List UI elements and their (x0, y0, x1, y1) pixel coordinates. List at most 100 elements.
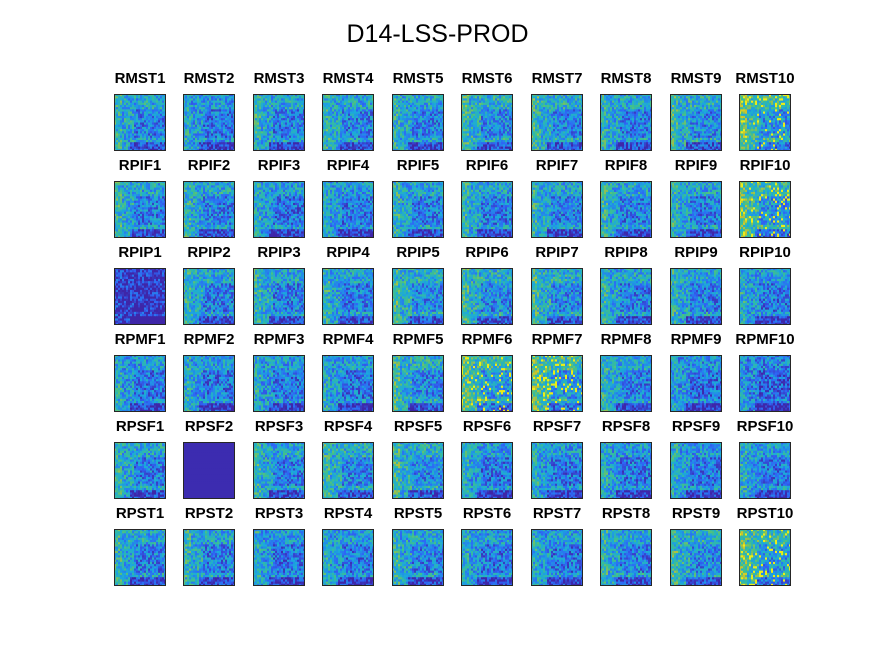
heatmap-panel (322, 268, 374, 325)
panel-title: RPST6 (447, 505, 527, 522)
panel-frame (739, 442, 791, 499)
panel-title: RPIF8 (586, 157, 666, 174)
panel-title: RMST6 (447, 70, 527, 87)
panel-frame (114, 355, 166, 412)
panel-frame (322, 442, 374, 499)
heatmap-panel (739, 529, 791, 586)
panel-frame (183, 442, 235, 499)
panel-frame (531, 268, 583, 325)
heatmap-panel (183, 94, 235, 151)
panel-title: RPIP3 (239, 244, 319, 261)
panel-title: RPIP1 (100, 244, 180, 261)
panel-frame (253, 94, 305, 151)
panel-title: RPIP8 (586, 244, 666, 261)
panel-frame (392, 94, 444, 151)
heatmap-panel (183, 442, 235, 499)
panel-title: RPSF5 (378, 418, 458, 435)
heatmap-panel (531, 355, 583, 412)
panel-frame (670, 181, 722, 238)
panel-title: RPST7 (517, 505, 597, 522)
panel-frame (739, 181, 791, 238)
heatmap-panel (183, 529, 235, 586)
heatmap-panel (739, 268, 791, 325)
panel-title: RPIF6 (447, 157, 527, 174)
panel-frame (322, 529, 374, 586)
heatmap-panel (392, 355, 444, 412)
panel-title: RPIF10 (725, 157, 805, 174)
panel-title: RPSF8 (586, 418, 666, 435)
heatmap-panel (461, 94, 513, 151)
heatmap-panel (739, 181, 791, 238)
panel-frame (253, 442, 305, 499)
heatmap-panel (183, 268, 235, 325)
panel-frame (461, 268, 513, 325)
heatmap-panel (114, 94, 166, 151)
panel-title: RPIF5 (378, 157, 458, 174)
panel-title: RPSF4 (308, 418, 388, 435)
panel-frame (253, 529, 305, 586)
panel-title: RMST3 (239, 70, 319, 87)
panel-title: RMST1 (100, 70, 180, 87)
panel-frame (392, 268, 444, 325)
panel-frame (183, 181, 235, 238)
panel-frame (392, 181, 444, 238)
panel-title: RPIF4 (308, 157, 388, 174)
panel-frame (253, 355, 305, 412)
panel-frame (461, 355, 513, 412)
panel-frame (183, 268, 235, 325)
panel-title: RPIP9 (656, 244, 736, 261)
panel-title: RPSF2 (169, 418, 249, 435)
panel-frame (531, 529, 583, 586)
panel-frame (670, 529, 722, 586)
panel-frame (531, 94, 583, 151)
heatmap-panel (392, 529, 444, 586)
panel-title: RPMF8 (586, 331, 666, 348)
heatmap-panel (670, 529, 722, 586)
panel-frame (183, 355, 235, 412)
heatmap-panel (322, 181, 374, 238)
panel-frame (600, 442, 652, 499)
heatmap-panel (253, 355, 305, 412)
heatmap-panel (183, 181, 235, 238)
panel-frame (114, 94, 166, 151)
heatmap-panel (670, 442, 722, 499)
panel-frame (531, 181, 583, 238)
panel-frame (461, 94, 513, 151)
heatmap-panel (183, 355, 235, 412)
panel-title: RMST8 (586, 70, 666, 87)
panel-frame (114, 268, 166, 325)
panel-title: RPSF3 (239, 418, 319, 435)
panel-title: RPST4 (308, 505, 388, 522)
panel-frame (114, 529, 166, 586)
heatmap-panel (114, 442, 166, 499)
panel-frame (670, 355, 722, 412)
heatmap-panel (600, 94, 652, 151)
panel-frame (322, 181, 374, 238)
panel-frame (739, 94, 791, 151)
heatmap-panel (739, 355, 791, 412)
panel-frame (253, 181, 305, 238)
panel-frame (600, 181, 652, 238)
panel-title: RPSF10 (725, 418, 805, 435)
heatmap-panel (322, 442, 374, 499)
panel-title: RPST1 (100, 505, 180, 522)
panel-frame (600, 268, 652, 325)
panel-frame (739, 529, 791, 586)
panel-frame (531, 442, 583, 499)
heatmap-panel (392, 268, 444, 325)
heatmap-panel (392, 442, 444, 499)
heatmap-panel (461, 355, 513, 412)
panel-title: RPIP10 (725, 244, 805, 261)
heatmap-panel (322, 529, 374, 586)
heatmap-panel (670, 94, 722, 151)
panel-title: RPST9 (656, 505, 736, 522)
heatmap-panel (114, 181, 166, 238)
heatmap-panel (114, 268, 166, 325)
heatmap-panel (531, 181, 583, 238)
heatmap-panel (253, 94, 305, 151)
heatmap-panel (670, 268, 722, 325)
panel-frame (114, 442, 166, 499)
panel-frame (670, 94, 722, 151)
heatmap-panel (600, 529, 652, 586)
panel-frame (322, 268, 374, 325)
